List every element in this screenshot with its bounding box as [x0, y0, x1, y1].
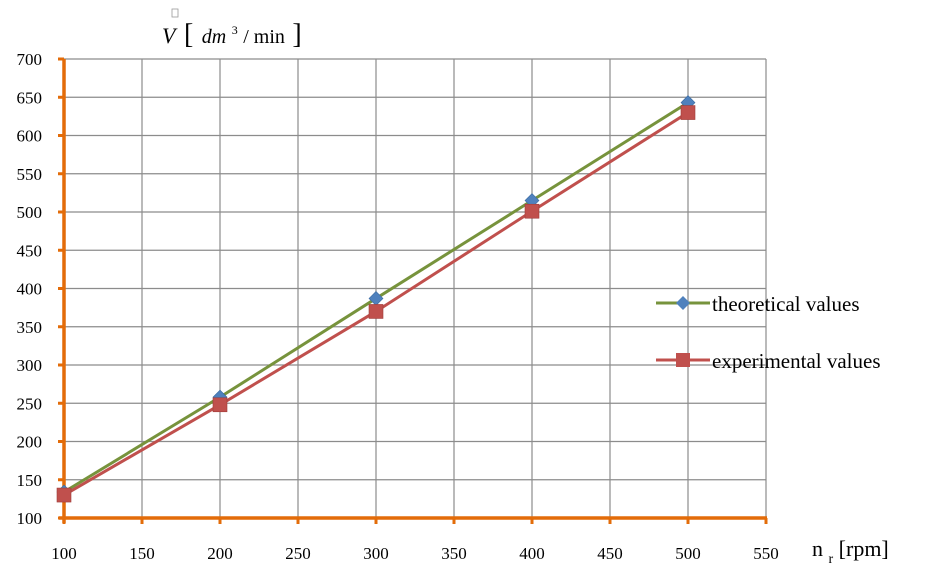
axes — [58, 57, 768, 524]
x-tick-label: 400 — [519, 544, 545, 563]
x-tick-label: 350 — [441, 544, 467, 563]
y-tick-label: 550 — [17, 165, 43, 184]
y-tick-label: 650 — [17, 88, 43, 107]
grid-lines — [64, 58, 767, 518]
y-tick-label: 200 — [17, 433, 43, 452]
y-tick-label: 250 — [17, 394, 43, 413]
legend-label-theoretical: theoretical values — [712, 292, 860, 316]
x-tick-label: 550 — [753, 544, 779, 563]
x-tick-label: 500 — [675, 544, 701, 563]
y-axis-unit-rest: / min — [243, 26, 285, 48]
legend-item-experimental: experimental values — [656, 349, 881, 373]
y-tick-label: 500 — [17, 203, 43, 222]
data-series — [56, 95, 696, 503]
y-tick-label: 450 — [17, 241, 43, 260]
x-tick-label: 150 — [129, 544, 155, 563]
missing-glyph-icon — [171, 8, 179, 18]
legend-marker-square — [676, 353, 690, 367]
x-axis-var: n — [812, 536, 823, 561]
legend-label-experimental: experimental values — [712, 349, 881, 373]
data-point-square — [212, 397, 228, 413]
x-tick-labels: 100 150 200 250 300 350 400 450 500 550 — [51, 544, 779, 563]
data-point-square — [524, 203, 540, 219]
x-tick-label: 300 — [363, 544, 389, 563]
x-axis-unit: [rpm] — [839, 536, 889, 561]
y-tick-label: 400 — [17, 280, 43, 299]
x-axis-title: n r [rpm] — [812, 536, 889, 568]
x-axis-subscript: r — [829, 552, 834, 567]
y-axis-bracket-close: ] — [292, 19, 301, 50]
x-tick-label: 100 — [51, 544, 77, 563]
y-axis-unit-exponent: 3 — [232, 23, 238, 37]
y-tick-label: 100 — [17, 509, 43, 528]
y-axis-unit: dm — [202, 26, 226, 48]
legend: theoretical values experimental values — [656, 292, 881, 373]
y-axis-var: V — [162, 23, 178, 48]
legend-marker-diamond — [676, 296, 690, 310]
y-tick-label: 600 — [17, 127, 43, 146]
data-point-square — [56, 487, 72, 503]
y-tick-label: 350 — [17, 318, 43, 337]
data-point-diamond — [368, 291, 384, 306]
x-tick-label: 250 — [285, 544, 311, 563]
x-tick-label: 200 — [207, 544, 233, 563]
x-tick-label: 450 — [597, 544, 623, 563]
y-axis-title: V [ dm 3 / min ] — [162, 14, 302, 50]
y-tick-labels: 100 150 200 250 300 350 400 450 500 550 600 650 700 — [17, 50, 43, 528]
y-tick-label: 300 — [17, 356, 43, 375]
y-tick-label: 700 — [17, 50, 43, 69]
data-point-square — [680, 105, 696, 120]
legend-item-theoretical: theoretical values — [656, 292, 860, 316]
y-axis-bracket-open: [ — [184, 19, 193, 50]
data-point-square — [368, 304, 384, 319]
y-tick-label: 150 — [17, 471, 43, 490]
